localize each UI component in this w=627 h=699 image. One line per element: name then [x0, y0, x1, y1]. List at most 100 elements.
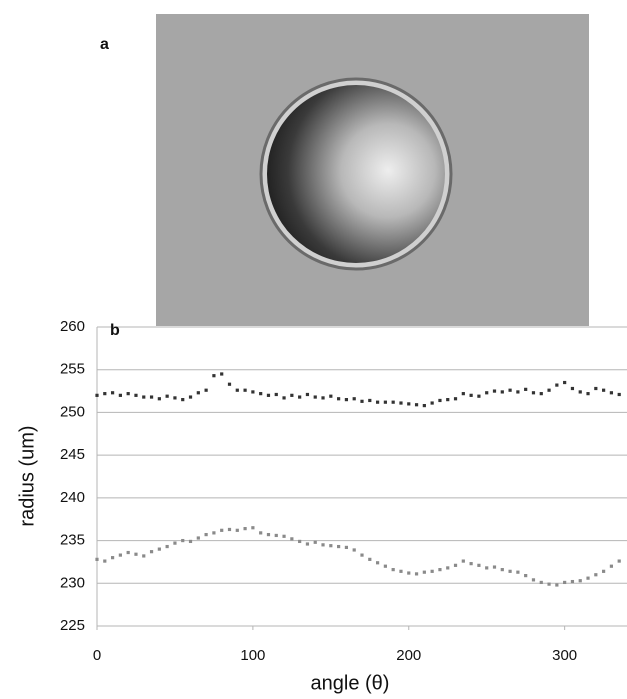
- data-point: [274, 392, 278, 397]
- data-point: [344, 398, 349, 402]
- data-point: [212, 531, 216, 535]
- photo: [156, 14, 589, 326]
- data-point: [578, 390, 582, 394]
- data-point: [227, 382, 232, 386]
- data-point: [617, 392, 621, 397]
- data-point: [547, 388, 551, 392]
- plot-area: 225 230 235 240 245 250 255 260 0 100 200 300: [60, 318, 627, 664]
- data-point: [142, 554, 146, 558]
- data-point: [399, 401, 403, 405]
- data-point: [383, 564, 387, 568]
- data-point: [305, 542, 310, 546]
- data-point: [188, 539, 193, 544]
- data-point: [422, 570, 426, 574]
- data-point: [485, 566, 489, 570]
- data-point: [313, 540, 317, 544]
- y-tick-label: 245: [60, 446, 85, 463]
- y-tick-label: 230: [60, 574, 85, 591]
- data-point: [352, 397, 356, 401]
- data-point: [313, 395, 317, 399]
- data-point: [282, 534, 286, 538]
- data-point: [407, 402, 411, 406]
- x-tick-label: 200: [396, 647, 421, 664]
- x-tick-label: 100: [240, 647, 265, 664]
- data-point: [134, 552, 138, 556]
- data-point: [578, 579, 582, 583]
- data-point: [212, 374, 216, 378]
- x-tick-label: 0: [93, 647, 101, 664]
- data-point: [500, 390, 504, 394]
- droplet: [267, 85, 445, 263]
- data-point: [149, 395, 154, 399]
- data-point: [609, 391, 614, 395]
- data-point: [329, 394, 333, 398]
- data-point: [329, 544, 333, 548]
- data-point: [149, 550, 154, 554]
- data-point: [142, 395, 146, 399]
- data-point: [243, 388, 247, 392]
- data-point: [438, 568, 442, 572]
- data-point: [609, 564, 614, 568]
- data-point: [485, 391, 489, 395]
- data-point: [266, 532, 271, 537]
- data-point: [165, 544, 169, 549]
- data-point: [531, 391, 536, 395]
- data-point: [110, 391, 115, 395]
- data-point: [274, 533, 278, 538]
- data-point: [321, 543, 325, 547]
- data-point: [157, 397, 161, 401]
- data-point: [586, 392, 590, 396]
- y-tick-label: 225: [60, 617, 85, 634]
- data-point: [563, 580, 567, 585]
- data-point: [539, 580, 543, 585]
- data-point: [251, 390, 255, 394]
- data-point: [181, 398, 185, 402]
- data-point: [165, 394, 169, 398]
- data-point: [305, 392, 310, 397]
- data-point: [235, 388, 239, 392]
- data-point: [181, 538, 185, 543]
- data-point: [516, 390, 520, 394]
- data-point: [469, 393, 473, 397]
- data-point: [508, 388, 512, 392]
- data-point: [103, 559, 107, 563]
- data-point: [570, 386, 575, 391]
- panel-label: a: [100, 36, 109, 53]
- data-point: [368, 398, 372, 403]
- data-point: [500, 568, 504, 572]
- y-tick-label: 240: [60, 489, 85, 506]
- data-point: [95, 557, 99, 561]
- data-point: [134, 393, 138, 397]
- data-point: [196, 536, 200, 540]
- data-point: [282, 396, 286, 400]
- data-point: [391, 400, 395, 404]
- data-point: [446, 398, 450, 402]
- data-point: [602, 569, 606, 573]
- data-point: [204, 532, 208, 537]
- data-point: [103, 392, 107, 396]
- data-point: [290, 393, 294, 397]
- data-point: [375, 400, 380, 404]
- data-point: [337, 544, 341, 549]
- data-point: [422, 403, 426, 408]
- x-axis-label: angle (θ): [311, 672, 390, 694]
- y-tick-label: 260: [60, 318, 85, 335]
- data-point: [243, 527, 247, 531]
- data-point: [220, 372, 224, 376]
- data-point: [204, 388, 208, 392]
- data-point: [126, 550, 130, 555]
- data-point: [524, 573, 528, 578]
- data-point: [555, 583, 559, 587]
- data-point: [453, 563, 458, 567]
- data-point: [95, 393, 99, 397]
- data-point: [259, 392, 263, 396]
- data-point: [524, 387, 528, 391]
- data-point: [531, 578, 536, 582]
- data-point: [118, 553, 122, 557]
- data-point: [594, 573, 598, 577]
- data-point: [516, 570, 520, 574]
- data-point: [196, 391, 200, 395]
- data-point: [438, 398, 442, 403]
- data-point: [414, 403, 419, 407]
